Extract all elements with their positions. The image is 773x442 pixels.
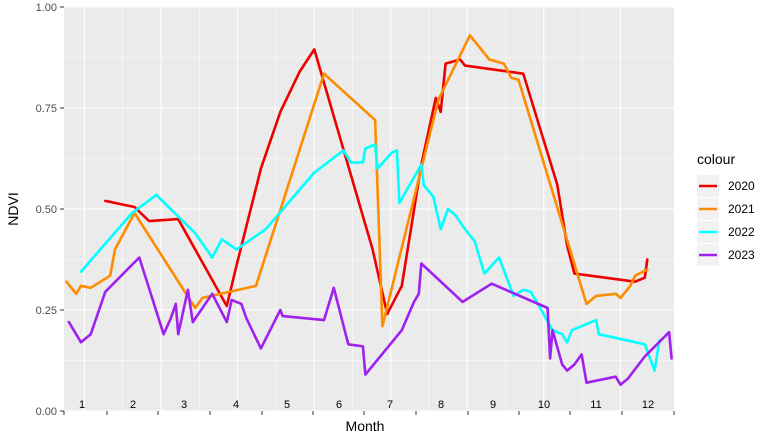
month-label: 6 bbox=[336, 399, 342, 411]
month-label: 10 bbox=[538, 399, 550, 411]
x-axis bbox=[63, 411, 675, 415]
legend-label-2022: 2022 bbox=[728, 225, 755, 239]
series-line-2022 bbox=[79, 143, 661, 372]
month-label: 5 bbox=[284, 399, 290, 411]
legend-title: colour bbox=[697, 151, 735, 167]
month-label: 1 bbox=[79, 399, 85, 411]
legend-items: 2020 2021 2022 2023 bbox=[697, 175, 755, 266]
month-label: 12 bbox=[642, 399, 654, 411]
y-tick-label: 0.25 bbox=[36, 305, 57, 317]
series-line-2021 bbox=[65, 34, 649, 328]
y-tick-label: 0.75 bbox=[36, 103, 57, 115]
series-lines bbox=[65, 34, 673, 386]
legend-label-2020: 2020 bbox=[728, 179, 755, 193]
month-label: 11 bbox=[590, 399, 601, 411]
y-axis: 0.00 0.25 0.50 0.75 1.00 bbox=[36, 2, 64, 418]
x-axis-title: Month bbox=[346, 418, 385, 434]
y-tick-label: 0.50 bbox=[36, 204, 57, 216]
month-label: 8 bbox=[438, 399, 444, 411]
legend-label-2021: 2021 bbox=[728, 202, 755, 216]
series-line-2023 bbox=[67, 256, 673, 386]
legend-label-2023: 2023 bbox=[728, 248, 755, 262]
legend: colour 2020 2021 2022 2023 bbox=[697, 151, 755, 266]
month-label: 3 bbox=[181, 399, 187, 411]
y-tick-label: 1.00 bbox=[36, 2, 57, 14]
y-tick-label: 0.00 bbox=[36, 406, 57, 418]
grid-lines bbox=[64, 6, 674, 412]
month-label: 2 bbox=[130, 399, 136, 411]
month-labels: 1 2 3 4 5 6 7 8 9 10 11 12 bbox=[79, 399, 654, 411]
month-label: 9 bbox=[490, 399, 496, 411]
month-label: 7 bbox=[387, 399, 393, 411]
y-axis-title: NDVI bbox=[5, 192, 21, 225]
month-label: 4 bbox=[233, 399, 239, 411]
